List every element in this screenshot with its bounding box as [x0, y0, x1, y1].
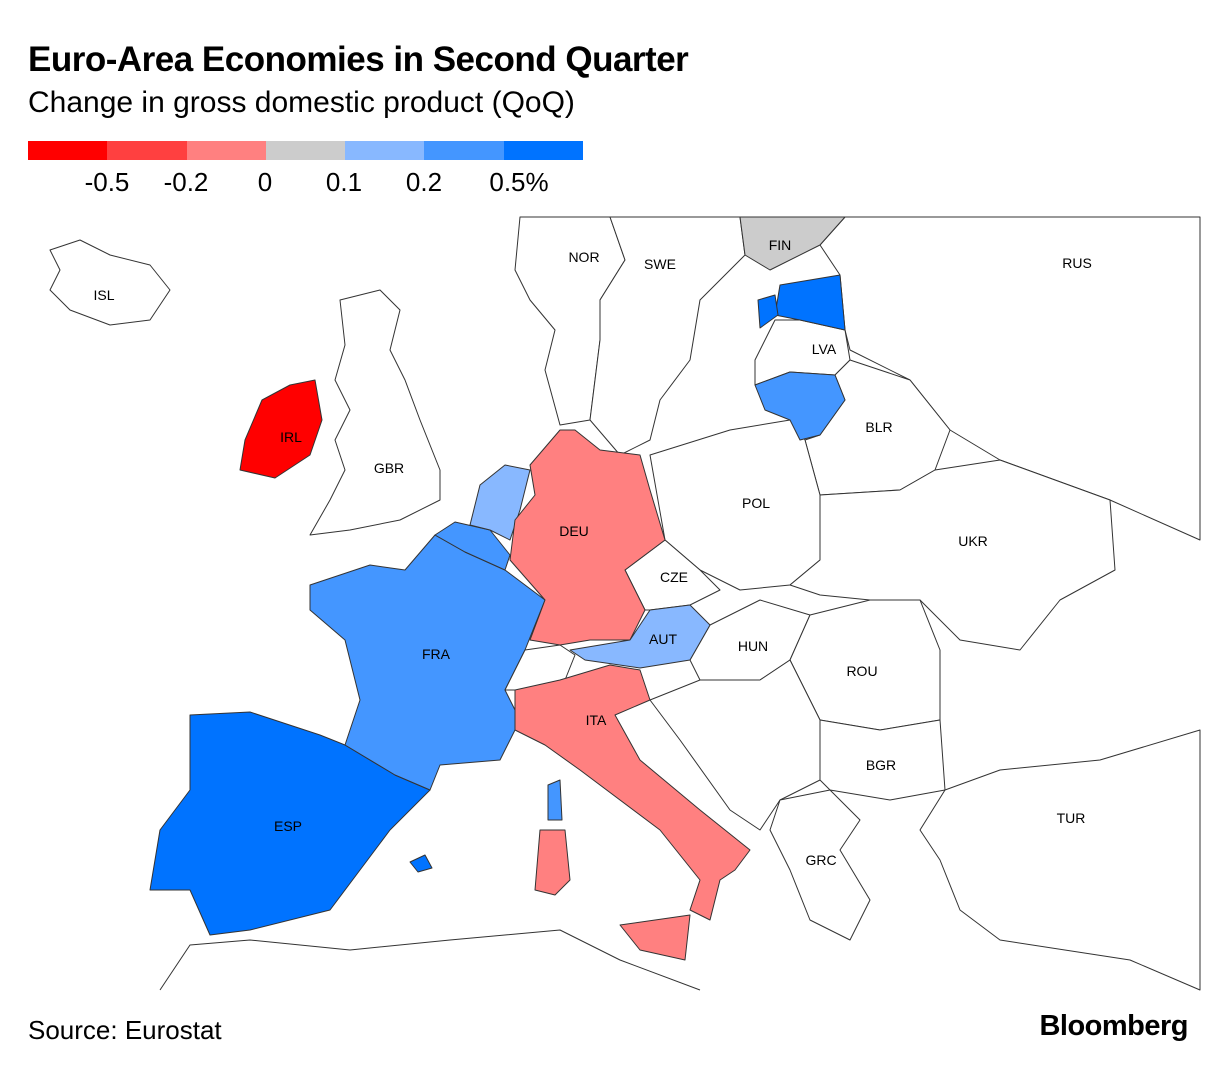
legend-swatch [107, 141, 187, 160]
label-LVA: LVA [812, 341, 837, 357]
label-IRL: IRL [280, 429, 302, 445]
legend-swatch [424, 141, 504, 160]
legend-tick: 0 [257, 167, 273, 197]
label-HUN: HUN [738, 638, 768, 654]
label-BLR: BLR [865, 419, 892, 435]
country-BEL[interactable] [434, 521, 511, 571]
country-CZE[interactable] [624, 539, 721, 611]
country-FRA-corsica[interactable] [547, 779, 563, 821]
country-ITA-sicily[interactable] [619, 914, 691, 961]
label-POL: POL [742, 495, 770, 511]
legend-swatch [503, 141, 584, 160]
country-TUR[interactable] [919, 729, 1201, 991]
legend-ticks: -0.5 -0.2 0 0.1 0.2 0.5% [0, 167, 700, 199]
label-ITA: ITA [586, 712, 607, 728]
north-africa-coast [159, 929, 701, 991]
country-BGR[interactable] [819, 719, 946, 801]
label-ROU: ROU [846, 663, 877, 679]
country-AUT[interactable] [569, 604, 711, 669]
legend-tick: -0.2 [163, 167, 209, 197]
country-ITA-sardinia[interactable] [534, 829, 571, 896]
legend-swatch [265, 141, 346, 160]
legend-tick: 0.1 [325, 167, 363, 197]
source-note: Source: Eurostat [28, 1015, 222, 1045]
label-GRC: GRC [805, 852, 836, 868]
label-BGR: BGR [866, 757, 896, 773]
country-GBR[interactable] [309, 289, 441, 536]
country-DEU[interactable] [509, 429, 666, 646]
chart-subtitle: Change in gross domestic product (QoQ) [28, 86, 575, 119]
chart-title: Euro-Area Economies in Second Quarter [28, 40, 689, 79]
country-ESP-balearic[interactable] [409, 854, 433, 873]
legend-tick: -0.5 [84, 167, 130, 197]
country-ISL[interactable] [49, 239, 171, 326]
label-FIN: FIN [769, 237, 792, 253]
country-FIN[interactable] [739, 216, 846, 271]
label-ISL: ISL [93, 287, 114, 303]
country-IRL[interactable] [239, 379, 323, 479]
label-TUR: TUR [1057, 810, 1086, 826]
label-FRA: FRA [422, 646, 451, 662]
country-LTU[interactable] [754, 371, 846, 441]
country-ESP[interactable] [149, 711, 431, 936]
legend-tick: 0.5% [489, 167, 549, 197]
legend-swatch [345, 141, 425, 160]
legend-swatch [186, 141, 266, 160]
country-UKR[interactable] [789, 459, 1116, 651]
label-ESP: ESP [274, 818, 302, 834]
country-ITA[interactable] [514, 664, 751, 921]
label-AUT: AUT [649, 631, 677, 647]
label-SWE: SWE [644, 256, 676, 272]
label-RUS: RUS [1062, 255, 1092, 271]
country-EST-islands[interactable] [757, 294, 779, 329]
label-DEU: DEU [559, 523, 589, 539]
country-GRC[interactable] [769, 789, 871, 941]
legend-tick: 0.2 [405, 167, 443, 197]
label-CZE: CZE [660, 569, 688, 585]
label-NOR: NOR [568, 249, 599, 265]
legend-swatch [28, 141, 108, 160]
label-GBR: GBR [374, 460, 404, 476]
label-UKR: UKR [958, 533, 988, 549]
bloomberg-logo: Bloomberg [1039, 1010, 1188, 1042]
color-legend [28, 141, 584, 160]
